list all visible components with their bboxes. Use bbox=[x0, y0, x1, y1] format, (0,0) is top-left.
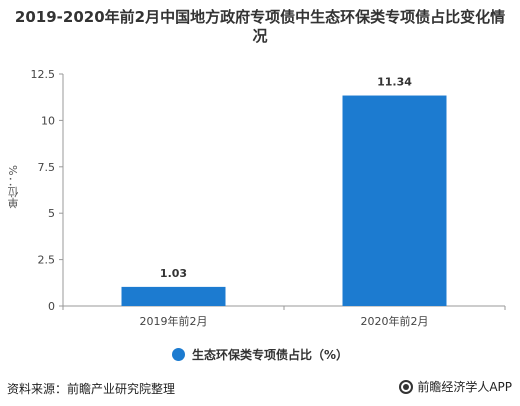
data-label-2: 11.34 bbox=[377, 76, 412, 89]
brand-label: 前瞻经济学人APP bbox=[417, 380, 512, 394]
y-tick-label: 7.5 bbox=[38, 161, 56, 174]
brand-credit: 前瞻经济学人APP bbox=[399, 378, 512, 395]
bar-1 bbox=[121, 286, 226, 306]
legend-label: 生态环保类专项债占比（%） bbox=[191, 348, 349, 362]
bar-2 bbox=[342, 95, 447, 306]
y-tick-label: 0 bbox=[48, 300, 55, 313]
chart-title: 2019-2020年前2月中国地方政府专项债中生态环保类专项债占比变化情况 bbox=[14, 8, 506, 45]
legend-swatch-icon bbox=[171, 348, 185, 361]
y-tick-label: 5 bbox=[48, 207, 55, 220]
x-tick-label-2: 2020年前2月 bbox=[361, 314, 429, 328]
y-tick-label: 12.5 bbox=[31, 68, 56, 81]
legend: 生态环保类专项债占比（%） bbox=[0, 346, 520, 363]
source-note: 资料来源：前瞻产业研究院整理 bbox=[7, 382, 176, 396]
data-label-1: 1.03 bbox=[160, 267, 187, 280]
brand-logo-icon bbox=[399, 379, 414, 394]
y-tick-label: 2.5 bbox=[38, 254, 56, 267]
y-tick-label: 10 bbox=[41, 114, 55, 127]
x-tick-label-1: 2019年前2月 bbox=[140, 314, 208, 328]
